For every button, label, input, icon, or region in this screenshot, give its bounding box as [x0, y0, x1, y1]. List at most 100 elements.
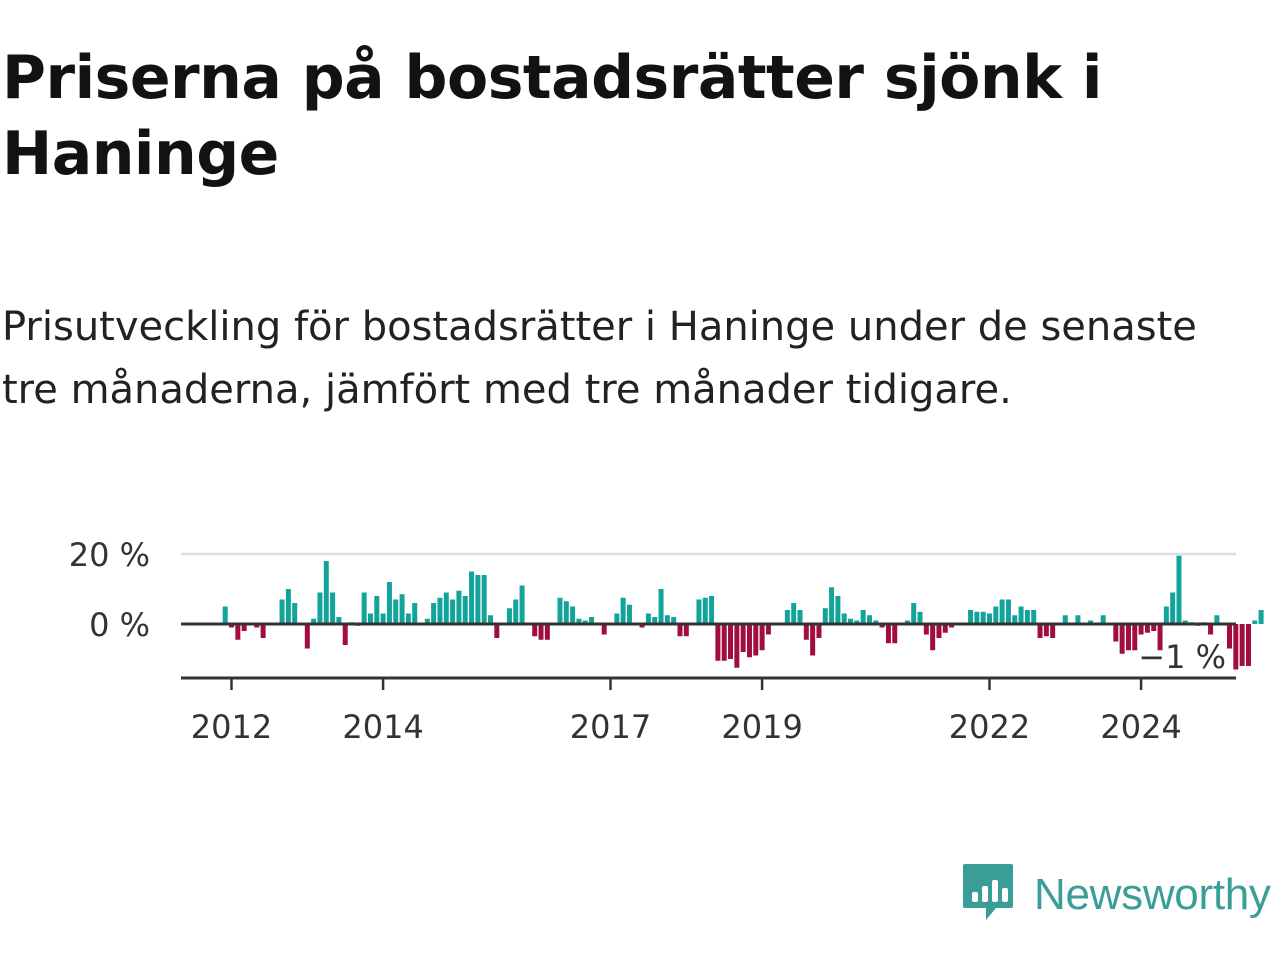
x-tick-label: 2012: [191, 708, 272, 746]
bar: [791, 603, 797, 624]
newsworthy-logo[interactable]: Newsworthy: [962, 862, 1271, 928]
bar: [986, 613, 992, 624]
bar: [601, 624, 607, 635]
bar: [1227, 624, 1233, 649]
bar: [696, 599, 702, 624]
bar: [424, 618, 430, 624]
bar: [405, 613, 411, 624]
bar: [677, 624, 683, 637]
bar: [506, 608, 512, 624]
bar: [563, 601, 569, 624]
bar: [576, 618, 582, 624]
bar: [1163, 606, 1169, 624]
bar: [570, 606, 576, 624]
bar: [323, 561, 329, 624]
bar: [639, 624, 645, 628]
bar-chart: 20 % 0 % 2012 2014 2017 2019 2022 2024 −1 %: [69, 536, 1264, 746]
bar: [367, 613, 373, 624]
bar: [626, 604, 632, 624]
bar: [999, 599, 1005, 624]
bar: [671, 617, 677, 624]
bar: [816, 624, 822, 638]
chart-subtitle: Prisutveckling för bostadsrätter i Hanin…: [2, 304, 1197, 413]
bar: [980, 611, 986, 624]
bar: [734, 624, 740, 668]
bar: [285, 589, 291, 624]
x-tick-label: 2019: [721, 708, 802, 746]
bar: [1151, 624, 1157, 631]
bar: [784, 610, 790, 624]
bar: [702, 597, 708, 624]
bar: [1214, 615, 1220, 624]
bar: [1233, 624, 1239, 670]
bar: [1182, 620, 1188, 624]
bar: [582, 620, 588, 624]
bar: [803, 624, 809, 640]
bar: [1157, 624, 1163, 651]
bar: [873, 620, 879, 624]
bar: [513, 599, 519, 624]
bar: [317, 592, 323, 624]
bar: [494, 624, 500, 638]
x-tick-label: 2014: [342, 708, 423, 746]
labels: 20 % 0 % 2012 2014 2017 2019 2022 2024 −1 %: [69, 536, 1226, 746]
bar: [942, 624, 948, 633]
bar: [1132, 624, 1138, 651]
bar: [469, 571, 475, 624]
bar: [311, 618, 317, 624]
bar: [1005, 599, 1011, 624]
bar: [254, 624, 260, 628]
bar: [1119, 624, 1125, 654]
bar: [993, 606, 999, 624]
bar: [652, 617, 658, 624]
bar: [1031, 610, 1037, 624]
bar: [746, 624, 752, 658]
bar: [475, 575, 481, 624]
bar: [923, 624, 929, 635]
bars: [222, 555, 1264, 670]
x-tick-label: 2024: [1100, 708, 1181, 746]
bar: [879, 624, 885, 628]
bar: [1088, 620, 1094, 624]
bar: [399, 594, 405, 624]
bar: [759, 624, 765, 651]
bar: [456, 590, 462, 624]
bar: [229, 624, 235, 628]
bar: [822, 608, 828, 624]
bar: [740, 624, 746, 652]
bar: [437, 597, 443, 624]
bar: [519, 585, 525, 624]
bar: [1252, 620, 1258, 624]
x-tick-label: 2022: [949, 708, 1030, 746]
bar: [1037, 624, 1043, 638]
bar: [589, 617, 595, 624]
bar: [917, 611, 923, 624]
bar: [1100, 615, 1106, 624]
x-tick-label: 2017: [570, 708, 651, 746]
bar: [810, 624, 816, 656]
bar: [1075, 615, 1081, 624]
bar: [235, 624, 241, 640]
bar: [715, 624, 721, 661]
bar: [885, 624, 891, 644]
bar: [968, 610, 974, 624]
bar: [1113, 624, 1119, 642]
bar: [829, 587, 835, 624]
bar: [393, 599, 399, 624]
bar: [538, 624, 544, 640]
logo-text: Newsworthy: [1034, 870, 1271, 919]
y-tick-label: 20 %: [69, 536, 150, 574]
bar: [412, 603, 418, 624]
bar: [911, 603, 917, 624]
bar: [292, 603, 298, 624]
bar: [709, 596, 715, 624]
bar: [342, 624, 348, 645]
bar: [1018, 606, 1024, 624]
bar: [848, 618, 854, 624]
bar: [1050, 624, 1056, 638]
bar: [1239, 624, 1245, 666]
bar: [683, 624, 689, 637]
bar: [361, 592, 367, 624]
bar: [532, 624, 538, 637]
bar: [481, 575, 487, 624]
